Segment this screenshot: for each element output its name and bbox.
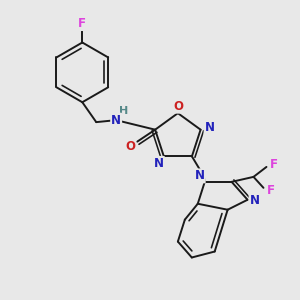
Text: H: H <box>118 106 128 116</box>
Text: F: F <box>269 158 278 171</box>
Text: F: F <box>266 184 274 197</box>
Text: N: N <box>111 114 121 127</box>
Text: O: O <box>174 100 184 113</box>
Text: N: N <box>250 194 260 207</box>
Text: F: F <box>78 17 86 30</box>
Text: N: N <box>195 169 205 182</box>
Text: N: N <box>154 157 164 170</box>
Text: N: N <box>205 121 214 134</box>
Text: O: O <box>125 140 135 153</box>
